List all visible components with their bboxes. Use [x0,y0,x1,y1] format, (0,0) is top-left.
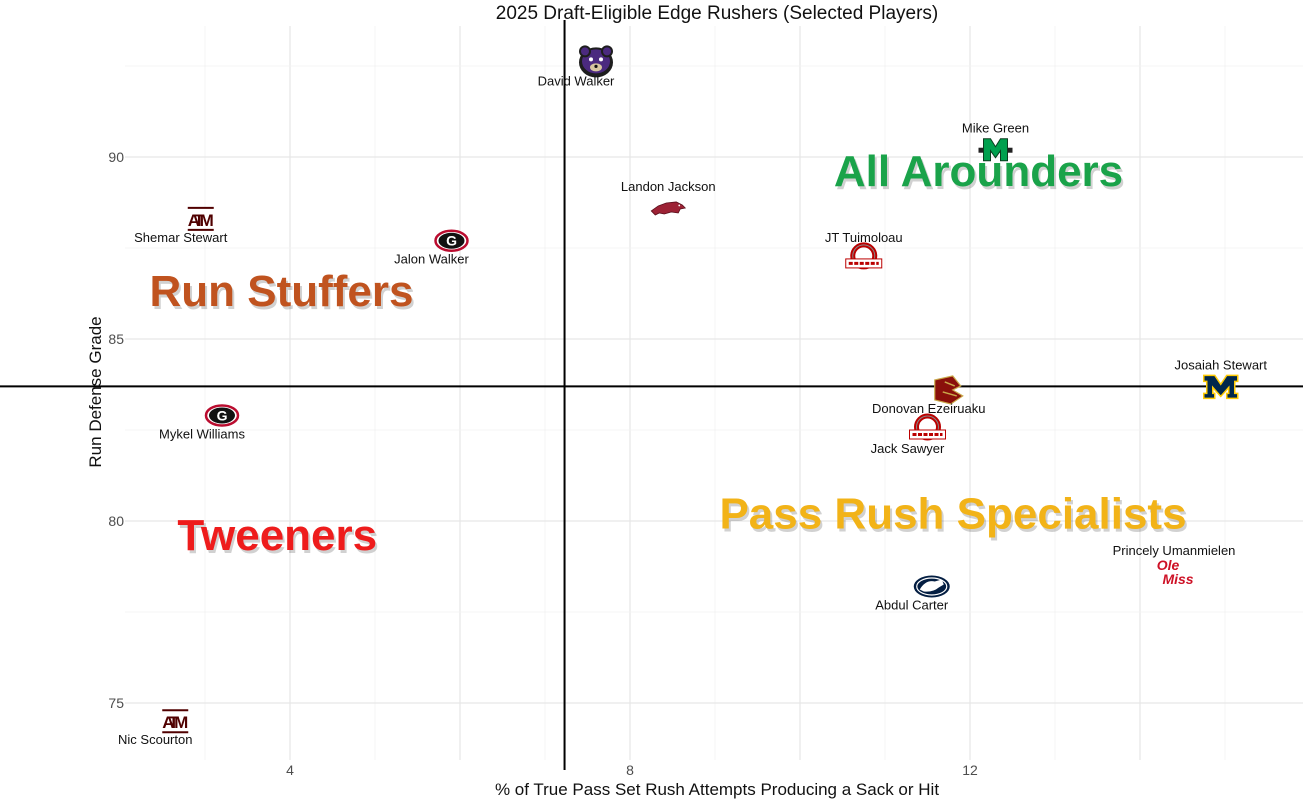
atm-logo: ATM [187,206,214,231]
svg-text:G: G [217,407,228,423]
point-label: Josaiah Stewart [1175,357,1268,372]
michigan-m-logo [1203,374,1239,400]
data-point-landon-jackson: Landon Jackson [621,179,716,216]
quadrant-label-run-stuffers: Run Stuffers [150,267,414,316]
x-tick-label: 12 [962,762,978,778]
data-point-donovan-ezeiruaku: Donovan Ezeiruaku [872,375,985,416]
point-label: JT Tuimoloau [825,230,903,245]
reference-lines [0,20,1303,770]
point-label: David Walker [538,73,615,88]
point-label: Donovan Ezeiruaku [872,401,985,416]
bear-logo [579,45,613,78]
quadrant-label-shadow: Run Stuffers [152,270,416,319]
x-axis-title: % of True Pass Set Rush Attempts Produci… [495,780,939,799]
y-tick-label: 75 [108,695,124,711]
y-tick-label: 85 [108,331,124,347]
point-label: Mykel Williams [159,426,245,441]
atm-logo: ATM [162,709,189,734]
penn-state-logo [913,575,950,598]
chart-title: 2025 Draft-Eligible Edge Rushers (Select… [496,3,939,24]
georgia-g-logo: G [204,404,240,427]
data-point-jt-tuimoloau: JT Tuimoloau [825,230,903,270]
axis-ticks: 4 8 12 75 80 85 90 [108,149,978,778]
x-tick-label: 8 [626,762,634,778]
razorback-logo [650,201,687,216]
point-label: Abdul Carter [875,598,949,613]
grid-layer [125,26,1303,760]
svg-text:Miss: Miss [1162,571,1193,587]
data-point-mykel-williams: G Mykel Williams [159,404,245,441]
data-point-mike-green: Mike Green [962,121,1029,162]
point-label: Mike Green [962,121,1029,136]
svg-text:G: G [446,233,457,249]
point-label: Jack Sawyer [871,441,945,456]
quadrant-label-tweeners: Tweeners [177,511,377,560]
point-label: Jalon Walker [394,252,469,267]
data-point-abdul-carter: Abdul Carter [875,575,950,613]
data-point-david-walker: David Walker [538,45,615,88]
point-label: Landon Jackson [621,179,716,194]
quadrant-label-all-arounders: All Arounders [834,147,1123,196]
ohio-state-logo [909,413,946,441]
point-label: Princely Umanmielen [1113,543,1236,558]
point-label: Shemar Stewart [134,230,228,245]
y-tick-label: 80 [108,513,124,529]
quadrant-label-shadow: All Arounders [836,150,1125,199]
marshall-m-logo [978,138,1013,162]
y-axis-title: Run Defense Grade [86,316,105,467]
quadrant-label-shadow: Tweeners [179,514,379,563]
quadrant-label-shadow: Pass Rush Specialists [721,492,1188,541]
y-tick-label: 90 [108,149,124,165]
quadrant-label-pass-rush-specialists: Pass Rush Specialists [719,489,1186,538]
svg-text:ATM: ATM [188,211,214,230]
georgia-g-logo: G [434,229,469,252]
data-point-josaiah-stewart: Josaiah Stewart [1175,357,1268,400]
x-tick-label: 4 [286,762,294,778]
svg-text:Ole: Ole [1157,557,1180,573]
data-point-jack-sawyer: Jack Sawyer [871,413,946,456]
bc-logo [934,375,964,405]
ohio-state-logo [845,242,883,270]
data-point-jalon-walker: G Jalon Walker [394,229,469,267]
point-label: Nic Scourton [118,732,192,747]
svg-text:ATM: ATM [162,713,188,732]
